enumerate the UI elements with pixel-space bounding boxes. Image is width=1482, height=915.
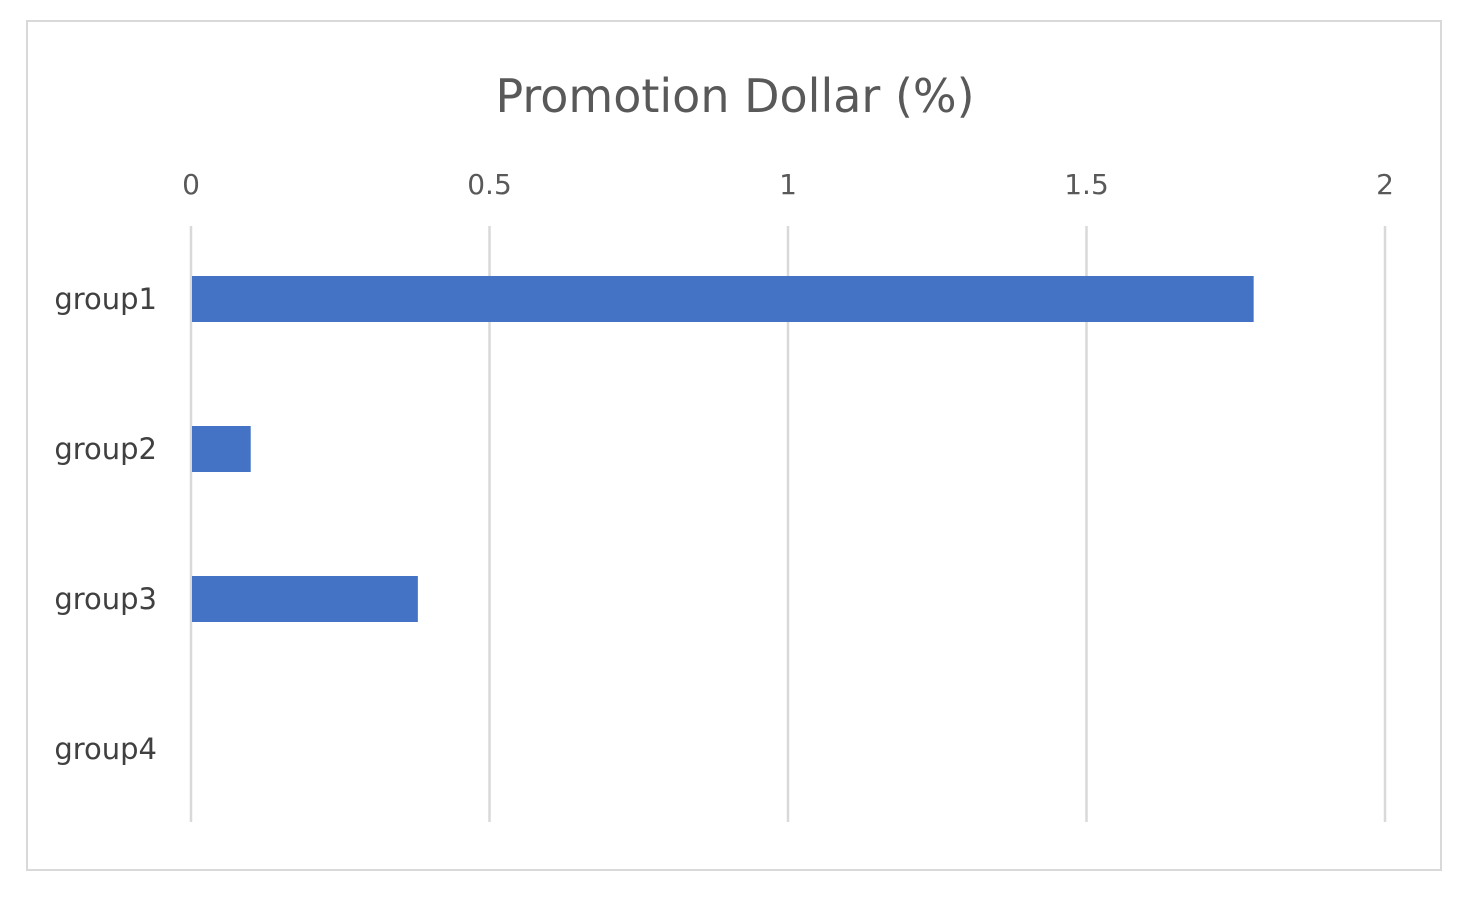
category-label: group4 <box>54 732 157 766</box>
bar-group3 <box>192 576 418 622</box>
gridlines <box>189 226 1387 822</box>
category-label: group3 <box>54 582 157 616</box>
bar-group2 <box>192 426 251 472</box>
chart-frame <box>26 20 1442 871</box>
x-tick-label: 1 <box>779 168 797 201</box>
category-label: group1 <box>54 282 157 316</box>
x-tick-label: 2 <box>1376 168 1394 201</box>
category-labels: group1 group2 group3 group4 <box>54 282 157 766</box>
x-axis-ticks: 0 0.5 1 1.5 2 <box>182 168 1394 201</box>
chart-title: Promotion Dollar (%) <box>495 69 974 123</box>
x-tick-label: 1.5 <box>1064 168 1109 201</box>
category-label: group2 <box>54 432 157 466</box>
x-tick-label: 0 <box>182 168 200 201</box>
bar-group1 <box>192 276 1254 322</box>
bars <box>192 276 1254 622</box>
x-tick-label: 0.5 <box>467 168 512 201</box>
